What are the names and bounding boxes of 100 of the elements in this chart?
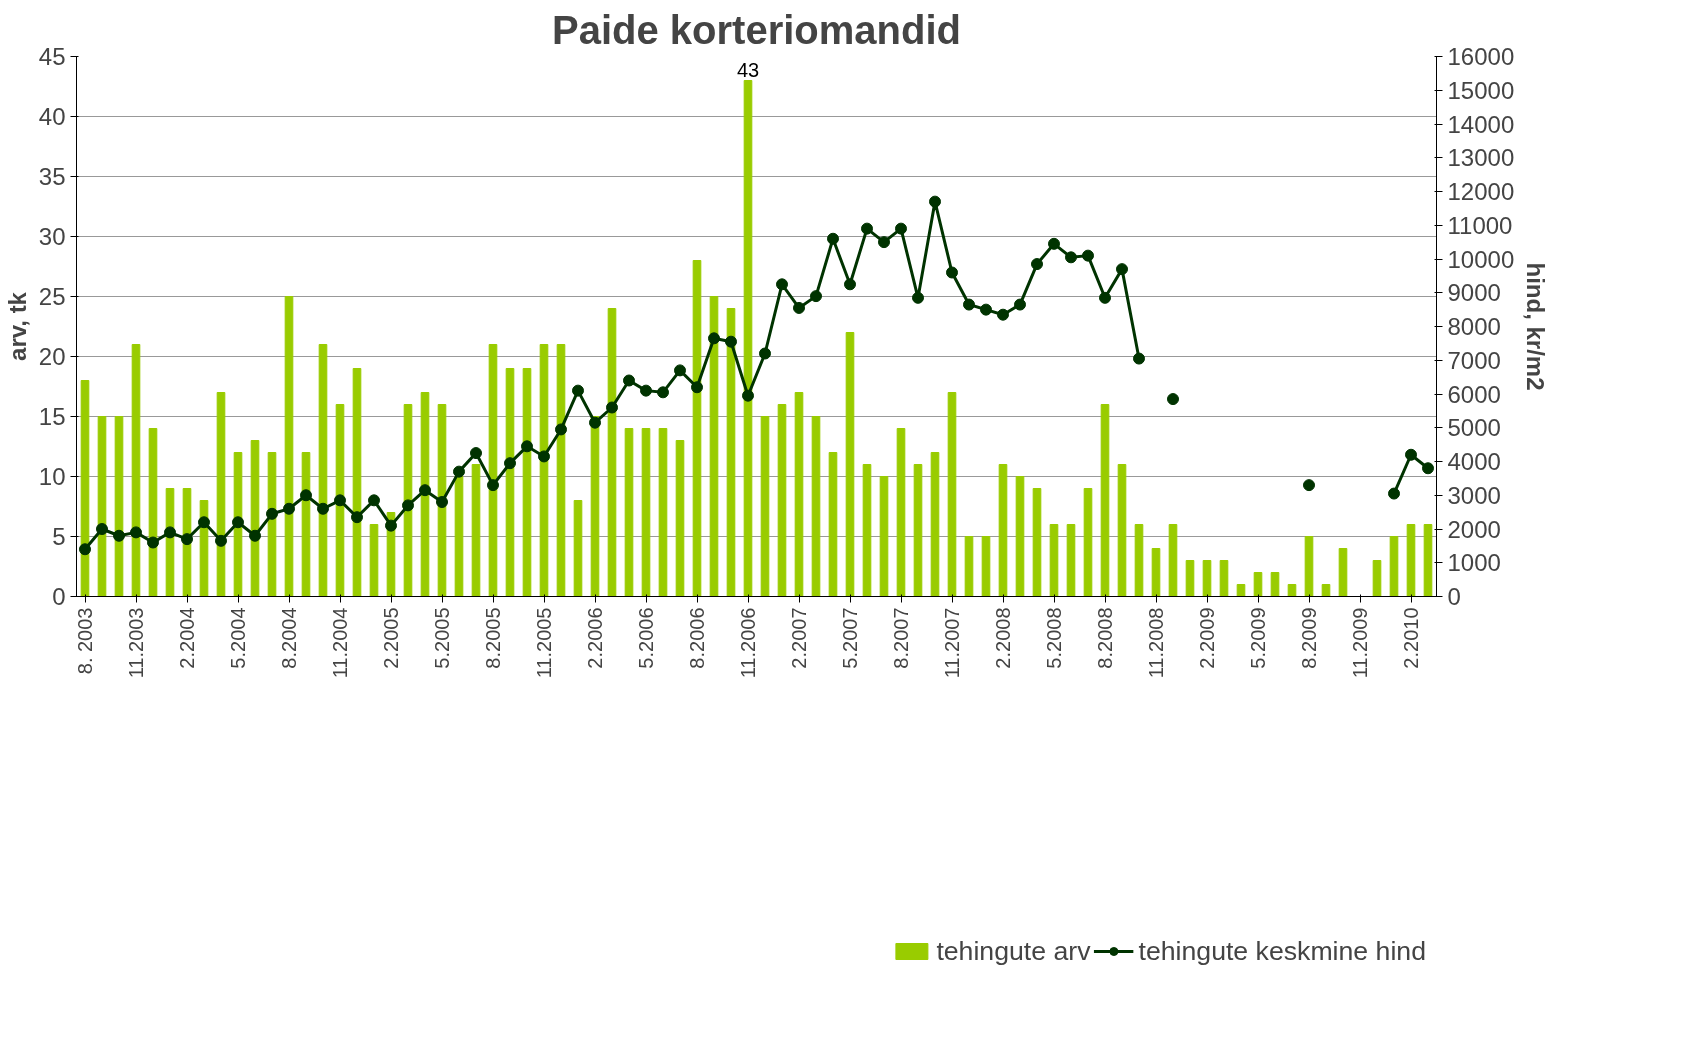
bar: [1083, 488, 1093, 597]
y2-axis-title: hind, kr/m2: [1522, 262, 1550, 391]
x-tick-label: 8.2004: [278, 607, 300, 669]
y-tick-label: 25: [38, 283, 66, 310]
bar: [1236, 584, 1246, 597]
bar: [879, 476, 889, 597]
y-tick-label: 35: [38, 163, 66, 190]
bar: [1321, 584, 1331, 597]
bar: [845, 332, 855, 597]
y-tick-label: 0: [52, 583, 66, 610]
bar: [1049, 524, 1059, 597]
bar: [1032, 488, 1042, 597]
x-tick-label: 8.2008: [1094, 607, 1116, 669]
y2-tick-label: 6000: [1447, 380, 1501, 408]
bar: [1168, 524, 1178, 597]
legend-label: tehingute arv: [936, 935, 1091, 967]
bar: [1202, 560, 1212, 597]
bar: [760, 416, 770, 597]
legend-label: tehingute keskmine hind: [1138, 935, 1426, 967]
bar: [1185, 560, 1195, 597]
y-tick-label: 40: [38, 103, 66, 130]
y-tick-label: 5: [52, 523, 66, 550]
x-tick-label: 8.2009: [1298, 607, 1320, 669]
bar: [1304, 536, 1314, 597]
y-tick-label: 45: [38, 43, 66, 70]
y2-tick-label: 2000: [1447, 515, 1501, 543]
bar: [930, 452, 940, 597]
chart-title: Paide korteriomandid: [552, 7, 961, 52]
y2-tick-label: 14000: [1447, 110, 1515, 138]
bar: [1372, 560, 1382, 597]
bar: [947, 392, 957, 597]
bar: [1117, 464, 1127, 597]
y2-tick-label: 9000: [1447, 279, 1501, 307]
y2-tick-label: 15000: [1447, 76, 1515, 104]
x-tick-label: 11.2008: [1145, 607, 1167, 679]
bar: [913, 464, 923, 597]
x-tick-label: 11.2005: [533, 607, 555, 679]
bar: [1287, 584, 1297, 597]
bar: [1066, 524, 1076, 597]
y2-tick-label: 11000: [1447, 211, 1513, 239]
bar: [1100, 404, 1110, 597]
bar: [675, 440, 685, 597]
y2-tick-label: 16000: [1447, 43, 1515, 70]
x-tick-label: 5.2006: [635, 607, 657, 669]
y-tick-label: 15: [38, 403, 66, 430]
bar: [1406, 524, 1416, 597]
y2-tick-label: 4000: [1447, 448, 1501, 475]
bar: [1151, 548, 1161, 597]
bar: [624, 428, 634, 597]
bar: [1338, 548, 1348, 597]
x-tick-label: 2.2005: [380, 607, 402, 669]
bar: [573, 500, 583, 597]
y2-tick-label: 10000: [1447, 245, 1515, 273]
bar: [794, 392, 804, 597]
bar: [1389, 536, 1399, 597]
bar: [369, 524, 379, 597]
x-tick-label: 8. 2003: [74, 607, 96, 675]
bar: [1423, 524, 1433, 597]
x-tick-label: 11.2004: [329, 607, 351, 679]
bar: [777, 404, 787, 597]
x-tick-label: 5.2009: [1247, 607, 1269, 669]
x-tick-label: 2.2009: [1196, 607, 1218, 669]
y-tick-label: 20: [38, 343, 66, 370]
x-tick-label: 2.2004: [176, 607, 198, 669]
bar: [471, 464, 481, 597]
x-tick-label: 5.2004: [227, 607, 249, 669]
y2-tick-label: 0: [1447, 583, 1461, 610]
x-tick-label: 2.2008: [992, 607, 1014, 669]
x-tick-label: 11.2006: [737, 607, 759, 679]
x-tick-label: 5.2008: [1043, 607, 1065, 669]
x-tick-label: 8.2006: [686, 607, 708, 669]
bar: [1015, 476, 1025, 597]
x-tick-label: 11.2009: [1349, 607, 1371, 679]
bar: [964, 536, 974, 597]
x-tick-label: 5.2005: [431, 607, 453, 669]
x-tick-label: 2.2010: [1400, 607, 1422, 669]
bar: [743, 80, 753, 597]
bar: [828, 452, 838, 597]
y2-tick-label: 13000: [1447, 144, 1515, 172]
bar: [811, 416, 821, 597]
bar: [981, 536, 991, 597]
bar: [1219, 560, 1229, 597]
x-tick-label: 2.2006: [584, 607, 606, 669]
y2-tick-label: 8000: [1447, 313, 1501, 340]
x-tick-label: 5.2007: [839, 607, 861, 669]
x-tick-label: 8.2005: [482, 607, 504, 669]
y2-tick-label: 7000: [1447, 346, 1501, 374]
y-tick-label: 30: [38, 223, 66, 250]
bar: [862, 464, 872, 597]
y2-tick-label: 5000: [1447, 414, 1501, 442]
bar: [658, 428, 668, 597]
bar: [641, 428, 651, 597]
bar: [1134, 524, 1144, 597]
bar: [998, 464, 1008, 597]
bar: [1253, 572, 1263, 597]
y2-tick-label: 12000: [1447, 178, 1515, 205]
y-tick-label: 10: [38, 463, 66, 490]
x-tick-label: 2.2007: [788, 607, 810, 669]
bar: [1270, 572, 1280, 597]
y2-tick-label: 1000: [1447, 549, 1501, 577]
